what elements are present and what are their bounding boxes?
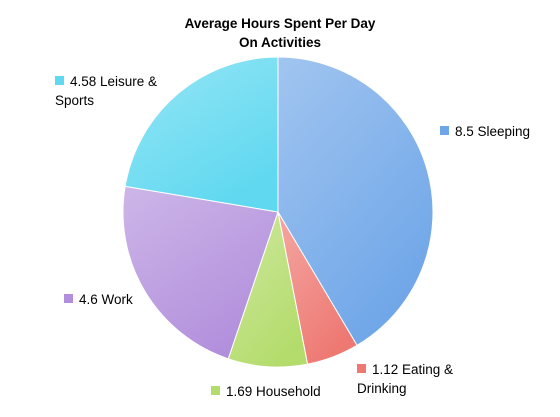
eating-drinking-text-line-2: Drinking: [357, 381, 407, 396]
eating-drinking-swatch: [357, 364, 366, 373]
slice-label-leisure-sports: 4.58 Leisure & Sports: [55, 72, 175, 110]
leisure-sports-swatch: [55, 76, 64, 85]
sleeping-swatch: [440, 126, 449, 135]
pie-slice-sleeping: [277, 56, 434, 347]
pie-slice-leisure-sports: [124, 56, 279, 213]
eating-drinking-text: 1.12 Eating &: [372, 362, 454, 377]
chart-title: Average Hours Spent Per Day On Activitie…: [0, 14, 560, 52]
slice-label-household: 1.69 Household: [211, 382, 321, 401]
slice-label-eating-drinking: 1.12 Eating & Drinking: [357, 360, 477, 398]
chart-title-line-2: On Activities: [238, 35, 322, 50]
leisure-sports-text: 4.58 Leisure &: [70, 74, 158, 89]
pie-slice-work: [122, 185, 279, 360]
work-swatch: [64, 294, 73, 303]
household-swatch: [211, 386, 220, 395]
leisure-sports-text-line-2: Sports: [55, 93, 95, 108]
chart-title-line-1: Average Hours Spent Per Day: [184, 16, 376, 31]
slice-label-work: 4.6 Work: [64, 290, 133, 309]
slice-label-sleeping: 8.5 Sleeping: [440, 122, 530, 141]
